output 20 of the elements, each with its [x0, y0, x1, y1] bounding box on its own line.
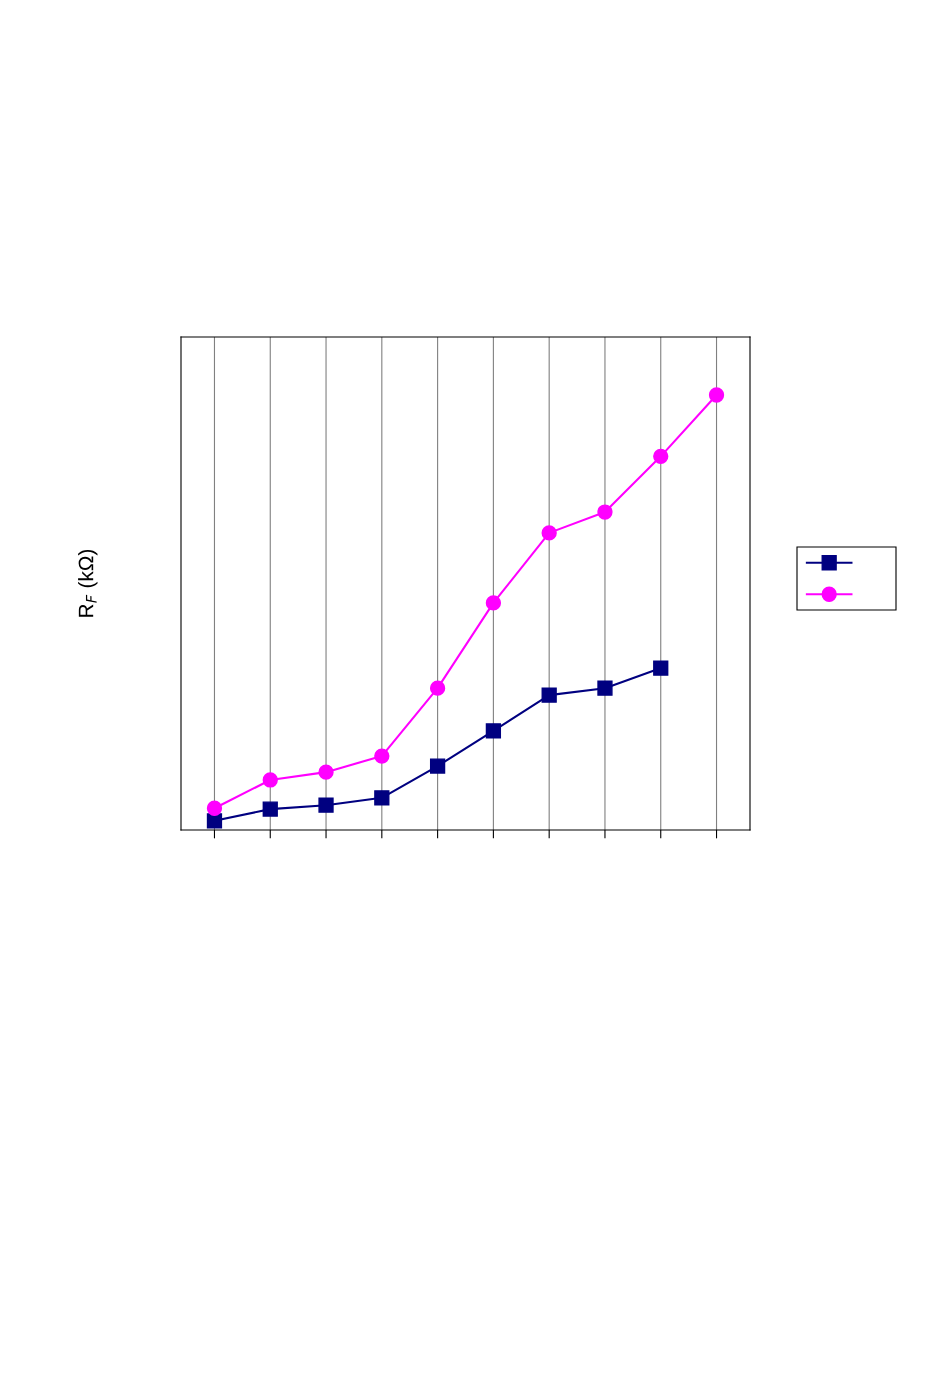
point	[318, 764, 334, 780]
point	[374, 790, 390, 806]
point	[429, 680, 446, 696]
point	[429, 758, 446, 774]
point	[541, 687, 557, 703]
point	[262, 801, 278, 817]
point	[485, 595, 502, 611]
point	[597, 680, 613, 696]
point	[653, 660, 669, 676]
point	[318, 797, 334, 813]
point	[206, 813, 223, 829]
y-axis-title: R$_{F}$ (kΩ)	[78, 549, 98, 617]
point	[653, 448, 669, 464]
point	[262, 772, 278, 788]
point	[708, 387, 725, 403]
point	[485, 723, 502, 739]
point	[541, 525, 557, 541]
point	[374, 748, 390, 764]
point	[597, 504, 613, 520]
point	[206, 800, 223, 816]
